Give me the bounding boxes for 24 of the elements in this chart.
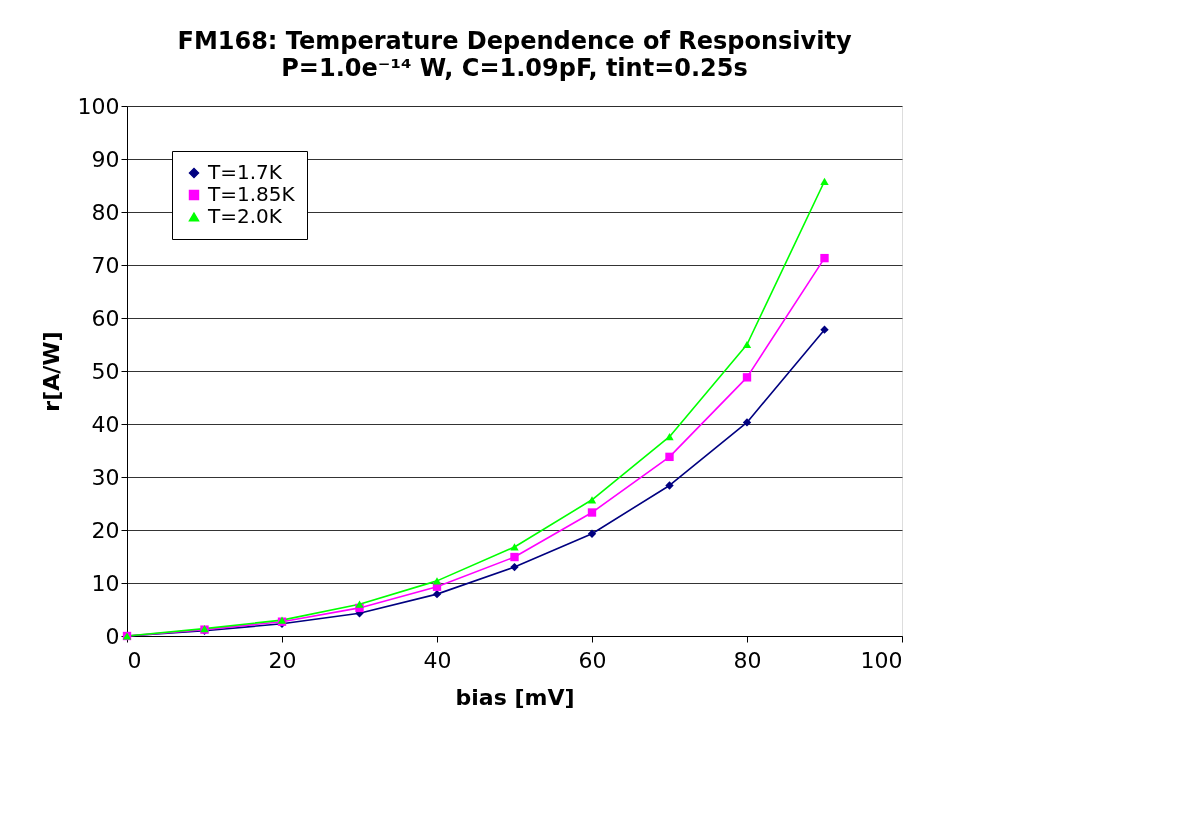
y-tick-label: 90 <box>91 146 120 172</box>
y-tick-label: 80 <box>91 199 120 225</box>
y-tick-label: 0 <box>105 623 120 649</box>
y-tick-label: 30 <box>91 464 120 490</box>
x-tick-label: 20 <box>268 647 297 673</box>
legend-label: T=1.85K <box>207 182 296 206</box>
x-tick-label: 80 <box>733 647 762 673</box>
y-tick-label: 100 <box>77 93 120 119</box>
y-tick-label: 50 <box>91 358 120 384</box>
y-axis-title: r[A/W] <box>38 331 64 412</box>
y-tick-label: 70 <box>91 252 120 278</box>
x-tick-label: 60 <box>578 647 607 673</box>
chart-subtitle: P=1.0e⁻¹⁴ W, C=1.09pF, tint=0.25s <box>281 54 748 82</box>
x-axis-title: bias [mV] <box>455 684 575 710</box>
y-tick-label: 20 <box>91 517 120 543</box>
y-tick-label: 40 <box>91 411 120 437</box>
legend-label: T=2.0K <box>207 204 283 228</box>
y-tick-label: 10 <box>91 570 120 596</box>
legend-label: T=1.7K <box>207 160 283 184</box>
y-tick-label: 60 <box>91 305 120 331</box>
x-tick-label: 40 <box>423 647 452 673</box>
x-tick-label: 100 <box>860 647 903 673</box>
chart-title: FM168: Temperature Dependence of Responsivity <box>177 27 852 55</box>
x-tick-label: 0 <box>127 647 142 673</box>
